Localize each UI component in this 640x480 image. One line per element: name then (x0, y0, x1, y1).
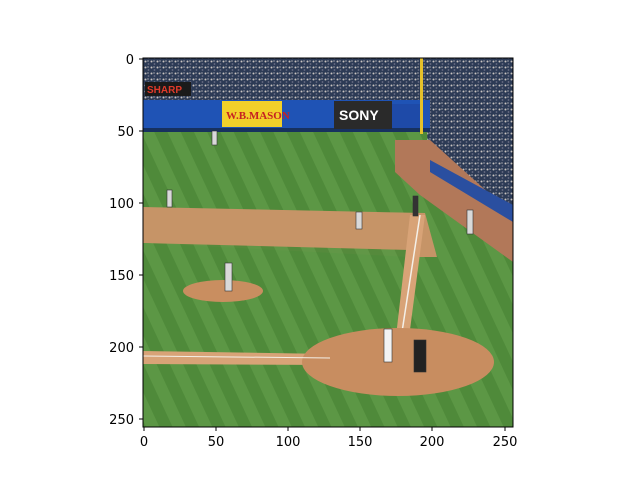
first-baseman (466, 209, 474, 235)
umpire-first (412, 195, 419, 217)
third-base-line (143, 351, 330, 365)
x-tick-label: 50 (208, 435, 225, 450)
y-tick-label: 0 (126, 53, 134, 68)
y-axis: 0 50 100 150 200 250 (109, 53, 143, 428)
y-tick-label: 200 (109, 341, 134, 356)
outfielder-left (211, 130, 218, 146)
pitchers-mound (183, 280, 263, 302)
catcher (413, 339, 427, 373)
x-tick-label: 150 (348, 435, 373, 450)
shortstop (355, 211, 363, 230)
baseball-photo: SHARP W.B.MASON SONY (143, 58, 513, 427)
home-plate-area (302, 328, 494, 396)
x-tick-label: 250 (493, 435, 518, 450)
sony-sign-text: SONY (339, 107, 379, 123)
x-axis: 0 50 100 150 200 250 (140, 427, 518, 450)
x-tick-label: 100 (276, 435, 301, 450)
y-tick-label: 150 (109, 269, 134, 284)
batter (383, 328, 393, 363)
wbmason-sign (222, 101, 282, 127)
y-tick-label: 100 (109, 197, 134, 212)
foul-pole (420, 58, 423, 134)
sony-sign (334, 101, 392, 129)
y-tick-label: 250 (109, 413, 134, 428)
image-axes-frame (142, 57, 514, 428)
infield-dirt (143, 207, 437, 257)
x-tick-label: 200 (420, 435, 445, 450)
x-tick-label: 0 (140, 435, 148, 450)
wbmason-sign-text: W.B.MASON (226, 110, 290, 122)
pitcher (224, 262, 233, 292)
sharp-sign-text: SHARP (147, 85, 182, 96)
outfielder-third (166, 189, 173, 208)
sharp-sign (145, 82, 191, 96)
y-tick-label: 50 (117, 125, 134, 140)
players (166, 130, 474, 373)
